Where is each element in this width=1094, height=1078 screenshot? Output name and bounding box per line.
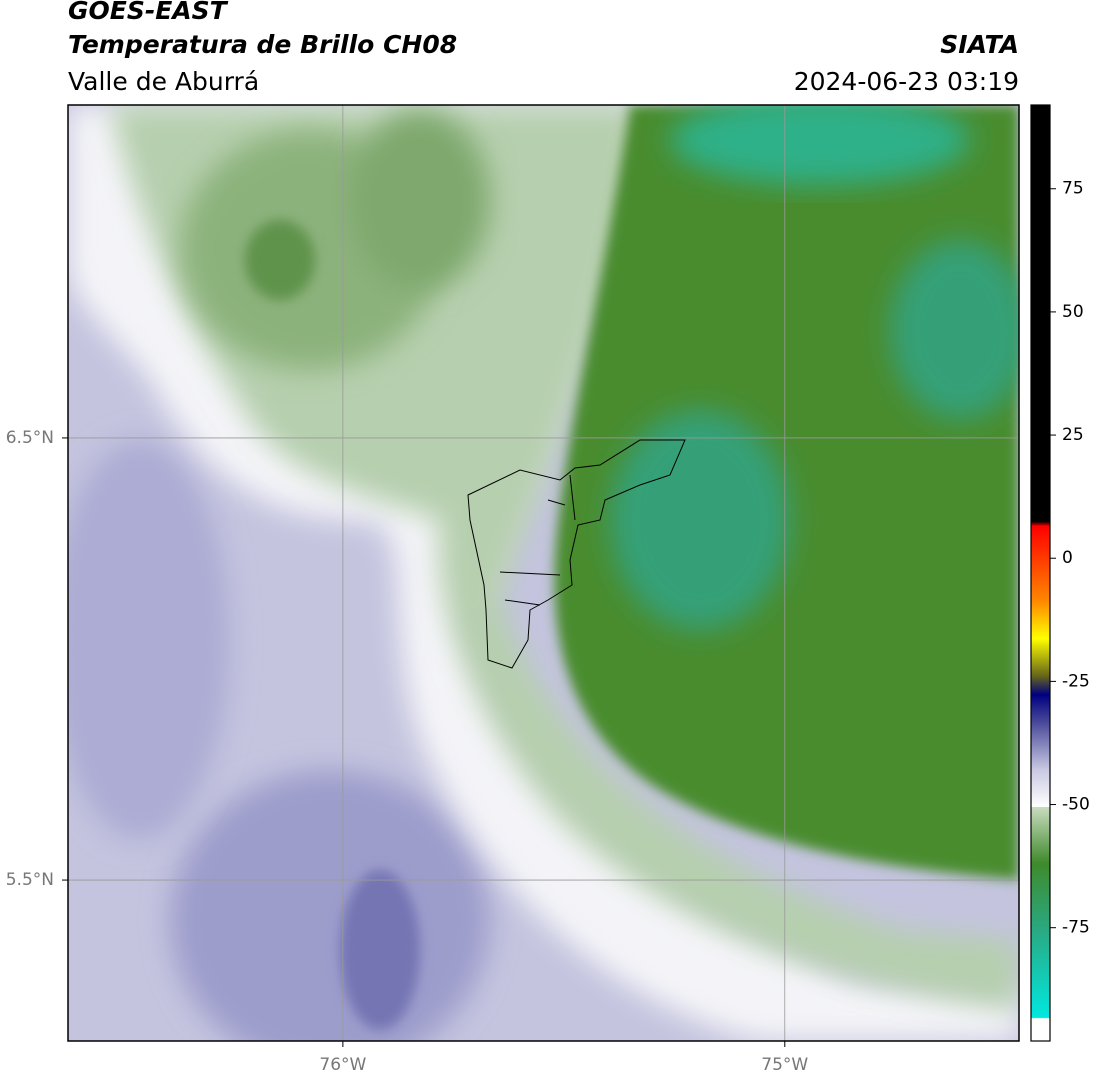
colorbar-tick-label: 0 [1062,548,1073,568]
title: GOES-EAST [68,0,229,25]
x-tick-label: 76°W [319,1055,366,1075]
colorbar-tick-label: -25 [1062,671,1090,691]
colorbar-tick-label: -75 [1062,918,1090,938]
colorbar [1030,104,1051,1042]
x-tick-label: 75°W [761,1055,808,1075]
colorbar-tick-label: 25 [1062,425,1084,445]
colorbar-tick-label: -50 [1062,795,1090,815]
source: SIATA [940,30,1019,59]
subtitle: Temperatura de Brillo CH08 [68,30,457,59]
basin-outline [467,439,686,669]
colorbar-tick-label: 50 [1062,302,1084,322]
datetime: 2024-06-23 03:19 [794,67,1019,96]
colorbar-tick-label: 75 [1062,179,1084,199]
map-field [68,105,1019,1041]
region: Valle de Aburrá [68,67,259,96]
y-tick-label: 6.5°N [6,428,54,448]
y-tick-label: 5.5°N [6,870,54,890]
map-frame [67,104,1020,1042]
grid [68,105,1019,1041]
